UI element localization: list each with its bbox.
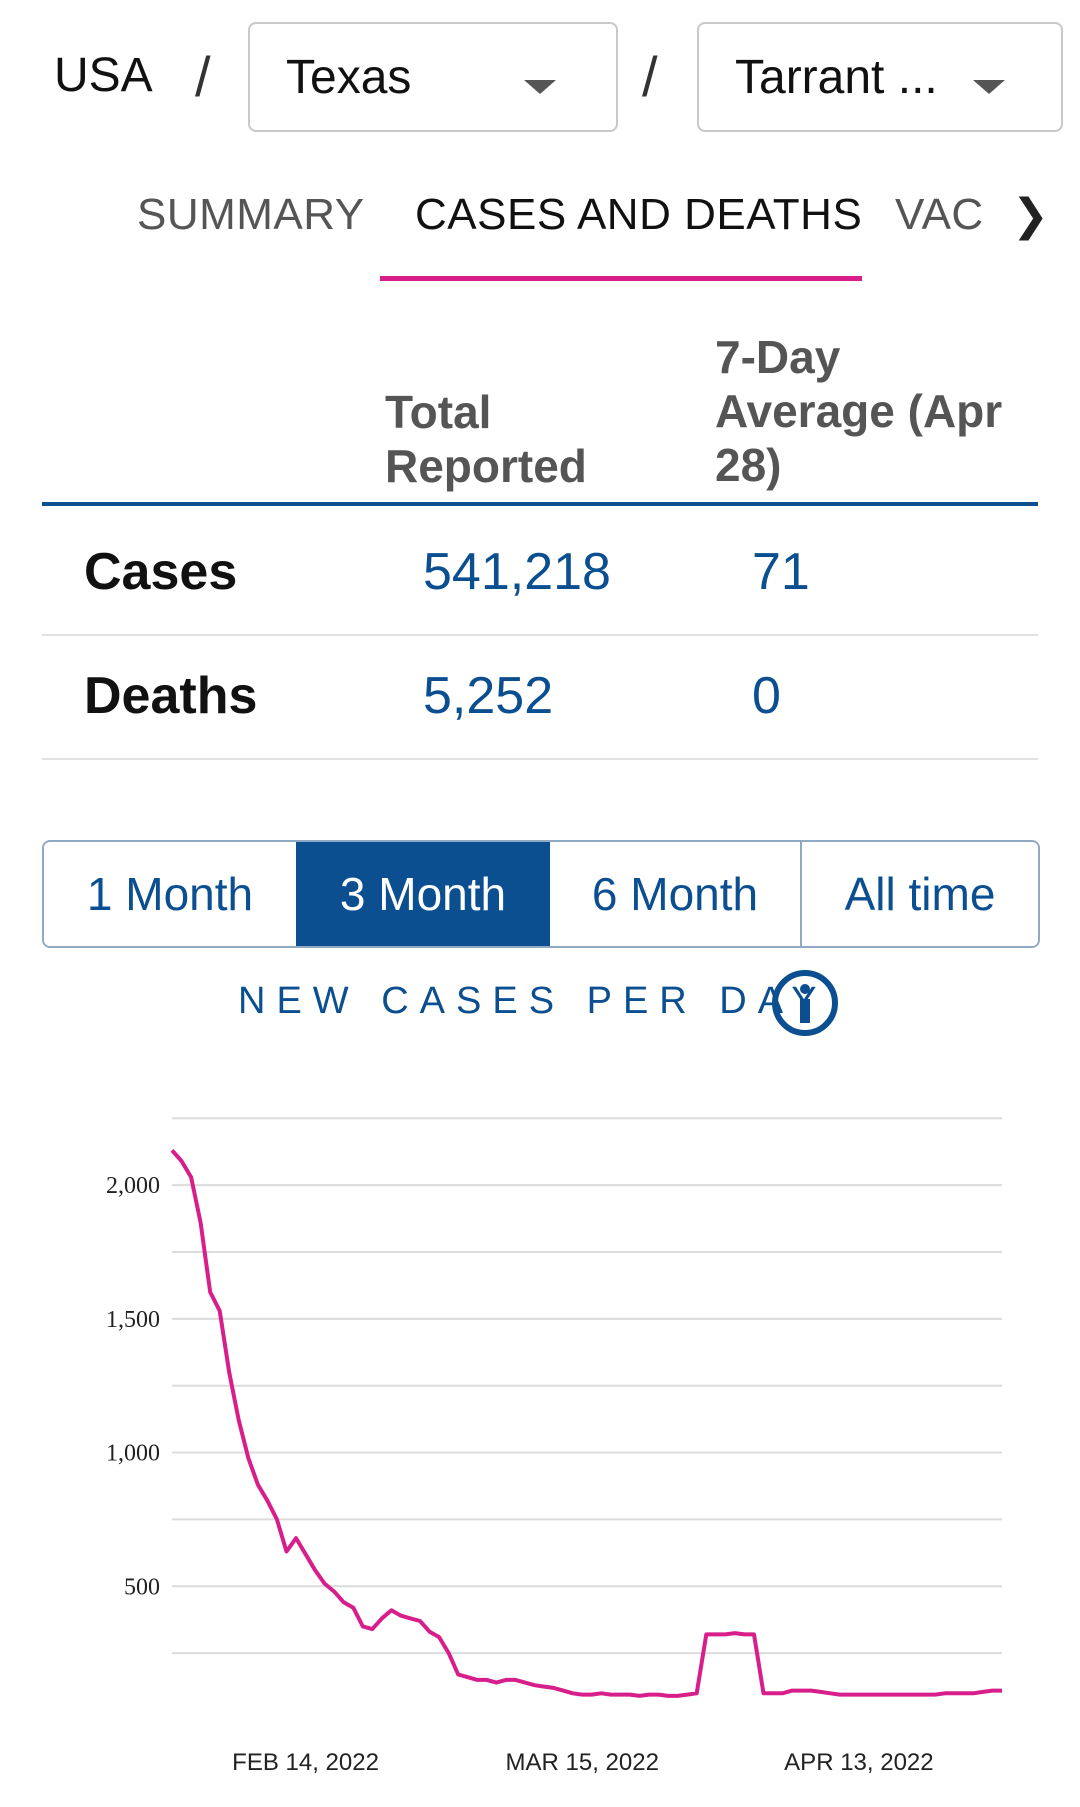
tab-vaccinations[interactable]: VAC	[895, 190, 984, 239]
column-header-7-day-average: 7-Day Average (Apr 28)	[715, 331, 1003, 491]
range-6-month-button[interactable]: 6 Month	[550, 842, 800, 946]
x-tick-label: MAR 15, 2022	[506, 1749, 659, 1776]
range-all-time-button[interactable]: All time	[800, 842, 1038, 946]
y-tick-label: 500	[124, 1574, 160, 1600]
state-dropdown[interactable]: Texas	[248, 22, 618, 132]
cases-total-value: 541,218	[423, 543, 611, 601]
county-dropdown-value: Tarrant ...	[735, 51, 938, 104]
x-tick-label: APR 13, 2022	[784, 1749, 933, 1776]
cases-average-value: 71	[752, 543, 810, 601]
chart-title: NEW CASES PER DAY	[238, 980, 828, 1022]
chevron-right-icon[interactable]: ❯	[1012, 191, 1049, 240]
breadcrumb-separator: /	[642, 45, 658, 108]
series-line	[170, 1148, 1002, 1698]
x-tick-label: FEB 14, 2022	[232, 1749, 379, 1776]
range-1-month-button[interactable]: 1 Month	[44, 842, 296, 946]
chevron-down-icon	[524, 80, 556, 94]
y-tick-label: 2,000	[106, 1173, 160, 1199]
y-tick-label: 1,500	[106, 1307, 160, 1333]
column-header-total-reported: Total Reported	[385, 386, 587, 492]
location-selector: USA / Texas / Tarrant ...	[0, 0, 1080, 150]
tab-summary[interactable]: SUMMARY	[137, 190, 365, 239]
row-label-deaths: Deaths	[84, 667, 258, 725]
state-dropdown-value: Texas	[286, 51, 412, 104]
country-label[interactable]: USA	[54, 49, 153, 102]
row-divider	[42, 758, 1038, 760]
section-tabs: SUMMARY CASES AND DEATHS VAC ❯	[0, 180, 1080, 290]
tab-cases-and-deaths[interactable]: CASES AND DEATHS	[415, 190, 863, 239]
row-label-cases: Cases	[84, 543, 238, 601]
deaths-total-value: 5,252	[423, 667, 554, 725]
county-dropdown[interactable]: Tarrant ...	[697, 22, 1063, 132]
range-3-month-button[interactable]: 3 Month	[296, 842, 550, 946]
new-cases-chart: 2,000 1,500 1,000 500 FEB 14, 2022 MAR 15, 20…	[106, 1117, 1002, 1776]
active-tab-indicator	[380, 276, 862, 281]
row-divider	[42, 634, 1038, 636]
header-divider	[42, 502, 1038, 506]
time-range-selector: 1 Month 3 Month 6 Month All time	[42, 840, 1040, 948]
y-tick-label: 1,000	[106, 1441, 160, 1467]
info-icon[interactable]	[772, 970, 838, 1036]
chevron-down-icon	[973, 80, 1005, 94]
breadcrumb-separator: /	[195, 45, 211, 108]
deaths-average-value: 0	[752, 667, 781, 725]
